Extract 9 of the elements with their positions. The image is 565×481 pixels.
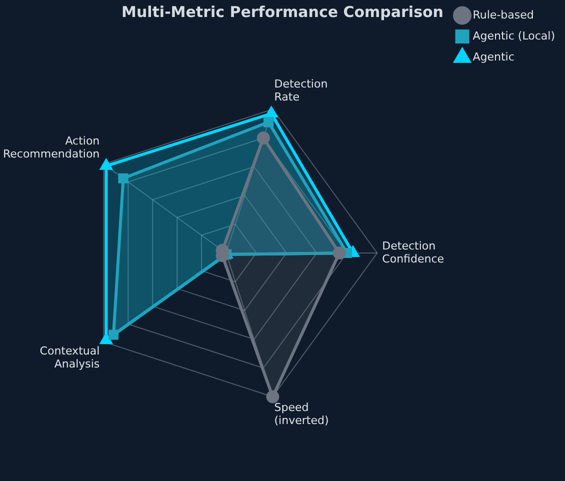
spoke-label: Speed (inverted) bbox=[274, 400, 329, 428]
spoke-label: Detection Confidence bbox=[382, 239, 444, 266]
legend-label: Rule-based bbox=[472, 8, 534, 22]
spoke-label: Detection Rate bbox=[274, 78, 328, 104]
chart-title: Multi-Metric Performance Comparison bbox=[122, 2, 444, 21]
legend-label: Agentic bbox=[472, 50, 514, 64]
legend-label: Agentic (Local) bbox=[472, 29, 556, 42]
spoke-label: Action Recommendation bbox=[2, 134, 100, 160]
spoke-label: Contextual Analysis bbox=[40, 344, 100, 370]
